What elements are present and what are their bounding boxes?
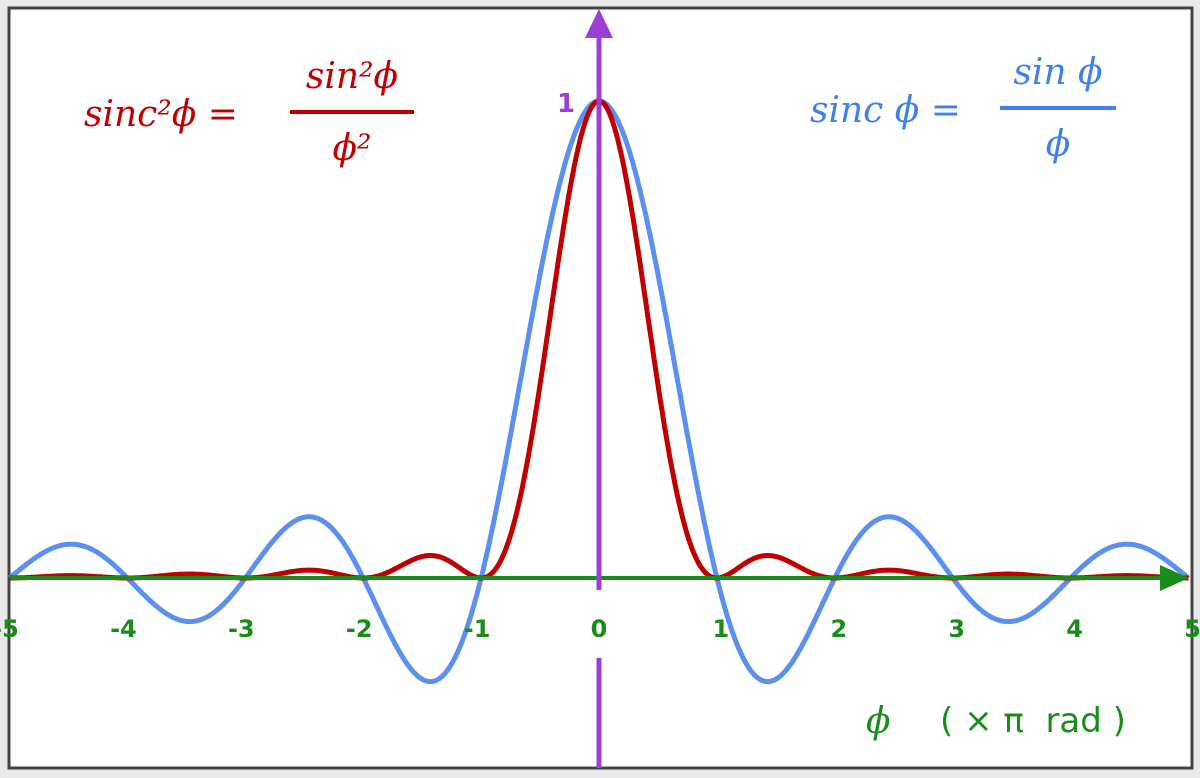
legend-sinc-lhs: sinc ϕ = [810,90,961,131]
y-tick-1: 1 [557,89,575,119]
x-axis-label-symbol: ϕ [866,701,891,742]
legend-sinc2: sinc²ϕ = sin²ϕ ϕ² [84,56,414,169]
y-axis-arrow [585,9,613,38]
x-tick-label: -1 [464,615,491,643]
legend-sinc-den: ϕ [1046,124,1071,165]
legend-sinc-num: sin ϕ [1013,52,1102,93]
legend-sinc-fraction-bar [1000,106,1116,110]
legend-sinc2-num: sin²ϕ [306,56,398,97]
x-tick-label: -4 [110,615,137,643]
x-tick-label: 0 [591,615,608,643]
x-tick-label: 1 [713,615,730,643]
x-axis-label-unit: ( × π rad ) [940,701,1126,741]
x-tick-label: 5 [1184,615,1200,643]
x-tick-label: 4 [1066,615,1083,643]
x-tick-label: 2 [830,615,847,643]
x-tick-label: 3 [948,615,965,643]
x-tick-label: -2 [346,615,373,643]
legend-sinc2-fraction-bar [290,110,414,114]
legend-sinc: sinc ϕ = sin ϕ ϕ [810,52,1116,165]
legend-sinc2-den: ϕ² [333,128,372,169]
x-axis-arrow [1160,565,1189,591]
legend-sinc2-lhs: sinc²ϕ = [84,94,238,135]
x-tick-label: -5 [0,615,19,643]
x-tick-label: -3 [228,615,255,643]
